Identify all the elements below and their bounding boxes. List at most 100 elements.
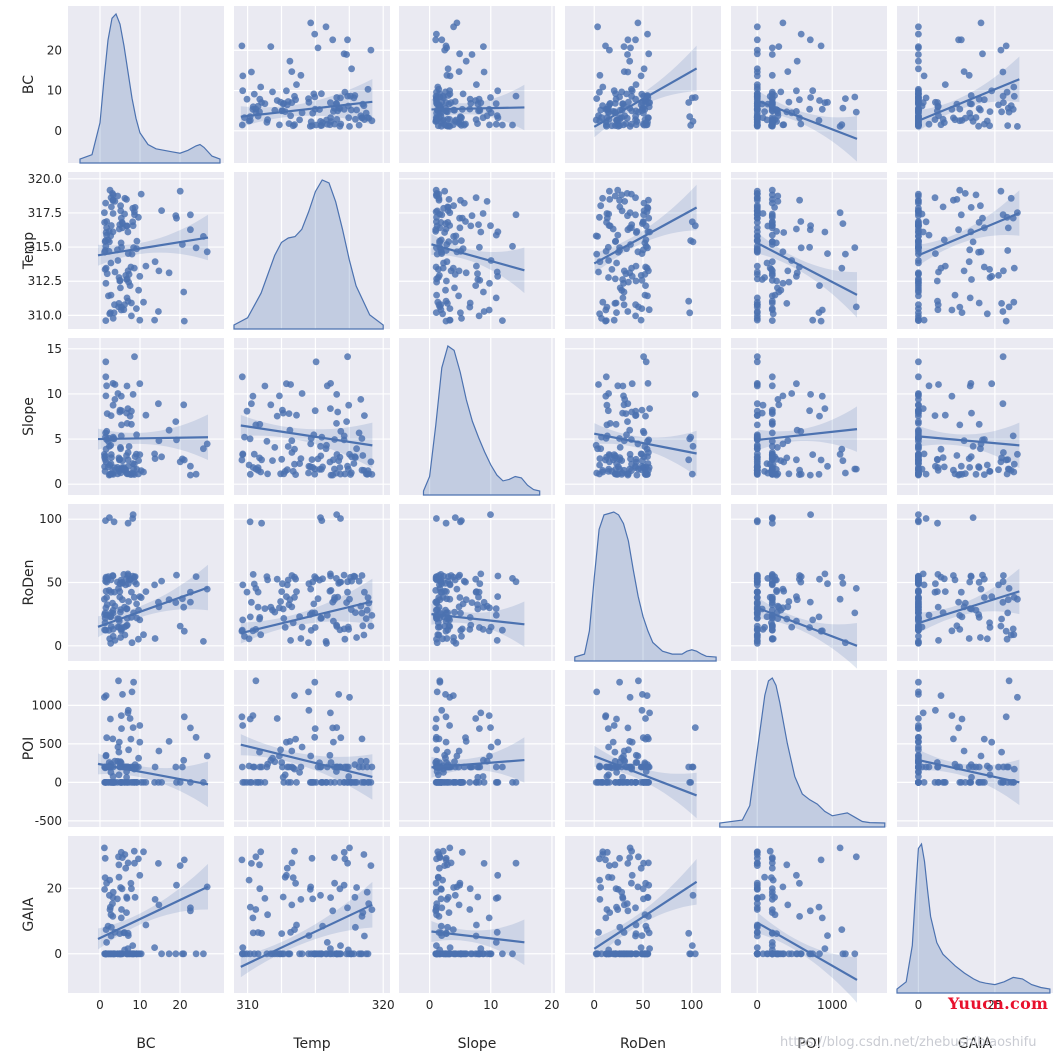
- scatter-point: [761, 108, 768, 115]
- scatter-point: [368, 763, 376, 771]
- scatter-point: [245, 635, 253, 643]
- scatter-point: [124, 709, 132, 717]
- scatter-point: [249, 929, 257, 937]
- scatter-point: [614, 231, 622, 239]
- scatter-point: [934, 301, 942, 309]
- scatter-point: [298, 109, 306, 117]
- scatter-point: [446, 316, 453, 324]
- panel-poi-vs-bc: [68, 670, 224, 827]
- scatter-point: [915, 688, 922, 696]
- scatter-point: [109, 599, 116, 607]
- scatter-point: [246, 613, 254, 621]
- scatter-point: [632, 81, 640, 88]
- scatter-point: [466, 779, 474, 786]
- scatter-point: [264, 760, 271, 768]
- scatter-point: [1000, 763, 1007, 771]
- scatter-point: [137, 467, 145, 474]
- scatter-point: [124, 228, 132, 236]
- panel-temp-vs-gaia: [897, 172, 1053, 329]
- scatter-point: [106, 238, 113, 246]
- scatter-point: [306, 886, 314, 893]
- scatter-point: [337, 427, 345, 435]
- scatter-point: [995, 466, 1002, 474]
- scatter-point: [817, 456, 825, 464]
- scatter-point: [645, 466, 652, 474]
- scatter-point: [117, 444, 124, 451]
- scatter-point: [433, 190, 441, 197]
- scatter-point: [793, 596, 801, 604]
- scatter-point: [640, 207, 648, 215]
- scatter-point: [771, 291, 779, 299]
- scatter-point: [753, 207, 761, 215]
- scatter-point: [983, 310, 991, 318]
- scatter-point: [114, 895, 121, 903]
- y-tick-label: 50: [47, 576, 62, 590]
- scatter-point: [358, 913, 366, 920]
- scatter-point: [476, 725, 483, 732]
- scatter-point: [124, 859, 132, 867]
- scatter-point: [915, 441, 922, 449]
- scatter-point: [796, 466, 803, 474]
- panel-bc-vs-poi: [731, 6, 887, 163]
- scatter-point: [779, 279, 787, 287]
- x-axis-title: RoDen: [620, 1036, 666, 1052]
- scatter-point: [753, 36, 761, 44]
- scatter-point: [108, 923, 115, 931]
- scatter-point: [341, 88, 349, 96]
- scatter-point: [337, 578, 345, 586]
- scatter-point: [977, 585, 985, 593]
- scatter-point: [103, 594, 110, 601]
- scatter-point: [151, 944, 159, 951]
- scatter-point: [626, 738, 634, 745]
- scatter-point: [289, 467, 297, 475]
- scatter-point: [462, 218, 469, 225]
- scatter-point: [618, 286, 626, 294]
- regression-line: [97, 885, 209, 941]
- kde-curve: [233, 179, 384, 330]
- scatter-point: [793, 108, 800, 115]
- panel-background: [897, 6, 1053, 163]
- scatter-point: [852, 853, 860, 861]
- watermark-brand: Yuucn.com: [948, 994, 1049, 1013]
- scatter-point: [451, 758, 458, 766]
- scatter-point: [1005, 677, 1013, 685]
- scatter-point: [967, 573, 975, 580]
- scatter-point: [273, 715, 281, 722]
- kde-curve: [422, 345, 541, 496]
- scatter-point: [449, 926, 457, 933]
- scatter-point: [939, 115, 947, 123]
- scatter-point: [165, 950, 173, 958]
- scatter-point: [915, 23, 922, 31]
- scatter-point: [330, 617, 337, 625]
- scatter-point: [838, 264, 846, 272]
- scatter-point: [838, 121, 846, 129]
- scatter-point: [480, 288, 487, 296]
- scatter-point: [768, 406, 776, 414]
- scatter-point: [477, 709, 485, 717]
- scatter-point: [287, 928, 294, 936]
- scatter-point: [442, 88, 449, 96]
- scatter-point: [784, 901, 792, 909]
- scatter-point: [966, 382, 974, 390]
- scatter-point: [493, 268, 501, 276]
- x-axis-title: GAIA: [958, 1036, 993, 1052]
- scatter-point: [955, 471, 962, 479]
- x-tick-label: 1000: [817, 998, 848, 1012]
- scatter-point: [443, 71, 451, 79]
- scatter-point: [815, 903, 823, 911]
- scatter-point: [1003, 88, 1011, 96]
- scatter-point: [434, 266, 442, 273]
- scatter-point: [851, 950, 859, 958]
- scatter-point: [172, 599, 180, 606]
- scatter-point: [358, 609, 366, 617]
- scatter-point: [642, 358, 650, 366]
- scatter-point: [101, 886, 108, 893]
- scatter-point: [267, 401, 275, 409]
- scatter-point: [915, 312, 922, 320]
- scatter-point: [359, 452, 367, 459]
- scatter-point: [345, 401, 353, 409]
- scatter-point: [334, 107, 342, 115]
- scatter-point: [915, 763, 922, 771]
- scatter-point: [329, 598, 337, 606]
- scatter-point: [123, 382, 131, 390]
